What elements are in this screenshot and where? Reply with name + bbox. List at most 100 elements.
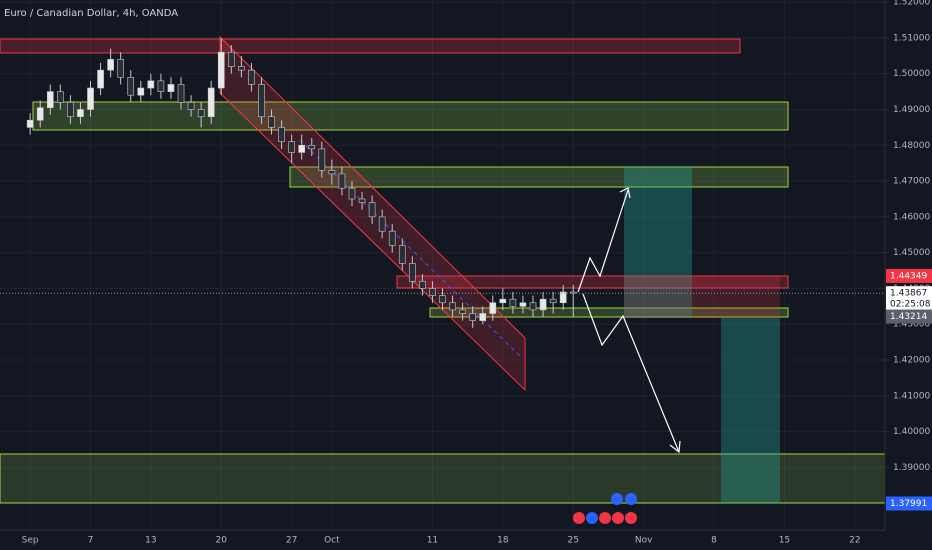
candle-body [248, 69, 255, 85]
candle-body [67, 102, 74, 117]
candle-body [26, 119, 34, 128]
candle-body [469, 313, 476, 321]
candle-body [479, 313, 487, 321]
x-tick-label: 22 [849, 536, 860, 546]
event-icon [612, 512, 624, 524]
y-tick-label: 1.41000 [893, 391, 930, 401]
candle-body [439, 295, 446, 304]
candle-body [509, 298, 517, 307]
candle-body [539, 298, 547, 311]
price-label-bg [886, 268, 932, 283]
x-tick-label: 27 [286, 536, 297, 546]
x-tick-label: 7 [88, 536, 94, 546]
event-icon [599, 512, 611, 524]
demand-zone [0, 453, 886, 504]
x-tick-label: 20 [216, 536, 228, 546]
plot [26, 37, 577, 328]
event-icon [625, 493, 637, 505]
candle-body [87, 87, 94, 110]
x-tick-label: Nov [635, 536, 653, 546]
candle-body [388, 230, 396, 246]
candle-body [398, 245, 406, 264]
candle-body [147, 80, 155, 89]
candle-body [167, 84, 175, 92]
candle-body [238, 66, 245, 71]
y-tick-label: 1.46000 [893, 212, 930, 222]
price-label-bg [886, 309, 932, 324]
arrows [577, 187, 681, 454]
candle-body [117, 59, 124, 78]
y-tick-label: 1.45000 [893, 248, 930, 258]
drawings [0, 35, 886, 504]
candle-body [459, 309, 466, 314]
y-tick-label: 1.47000 [893, 177, 930, 187]
event-icon [625, 512, 637, 524]
y-tick-label: 1.50000 [893, 69, 930, 79]
candle-body [529, 302, 537, 311]
event-icon [573, 512, 585, 524]
countdown: 02:25:08 [890, 300, 931, 310]
target-zone [289, 166, 789, 188]
price-label: 1.37991 [890, 499, 927, 509]
support-zone [32, 101, 789, 131]
candle-body [177, 84, 185, 103]
y-tick-label: 1.40000 [893, 427, 930, 437]
short-position [721, 318, 780, 503]
arrow-head [669, 440, 681, 454]
x-tick-label: 8 [711, 536, 717, 546]
events [573, 493, 637, 524]
x-tick-label: 11 [427, 536, 438, 546]
candle-body [449, 302, 456, 311]
x-tick-label: 25 [568, 536, 579, 546]
x-tick-label: Oct [324, 536, 340, 546]
candle-body [187, 102, 195, 110]
channel-mid [299, 139, 523, 359]
candle-body [268, 116, 275, 128]
candle-body [348, 187, 356, 200]
arrow-head [619, 187, 631, 199]
candle-body [157, 80, 165, 92]
candle-body [328, 170, 336, 175]
candle-body [288, 141, 295, 153]
x-tick-label: 15 [779, 536, 790, 546]
price-label-bg [886, 496, 932, 511]
candle-body [227, 51, 235, 67]
candle-body [278, 127, 285, 143]
candle-body [378, 216, 386, 232]
x-tick-label: 13 [145, 536, 156, 546]
candle-body [46, 91, 54, 109]
candle-body [519, 302, 527, 307]
candle-body [318, 148, 326, 171]
y-tick-label: 1.51000 [893, 33, 930, 43]
candle-body [358, 198, 366, 203]
candle-body [137, 87, 145, 96]
candle-body [409, 263, 416, 282]
bear-arrow [582, 293, 680, 453]
y-tick-label: 1.39000 [893, 463, 930, 473]
candle-body [499, 298, 507, 304]
price-label: 1.43214 [890, 312, 927, 322]
candle-body [419, 280, 426, 289]
candle-body [127, 76, 135, 96]
candle-body [429, 288, 436, 296]
y-tick-label: 1.43000 [893, 320, 930, 330]
candle-body [207, 87, 215, 117]
candle-body [338, 173, 346, 189]
chart-title: Euro / Canadian Dollar, 4h, OANDA [4, 8, 178, 19]
price-label: 1.44349 [890, 271, 927, 281]
candle-body [559, 291, 567, 304]
price-label: 1.43867 [890, 289, 927, 299]
candle-body [77, 109, 84, 117]
y-tick-label: 1.52000 [893, 0, 930, 8]
price-label-bg [886, 286, 932, 311]
candle-body [197, 109, 205, 117]
y-tick-label: 1.49000 [893, 105, 930, 115]
resistance-zone [0, 38, 741, 54]
candle-body [36, 107, 44, 121]
candle-body [368, 202, 376, 218]
candle-body [298, 144, 306, 153]
candle-body [97, 69, 104, 89]
candle-body [549, 298, 557, 304]
candle-body [308, 144, 316, 150]
y-tick-label: 1.48000 [893, 141, 930, 151]
